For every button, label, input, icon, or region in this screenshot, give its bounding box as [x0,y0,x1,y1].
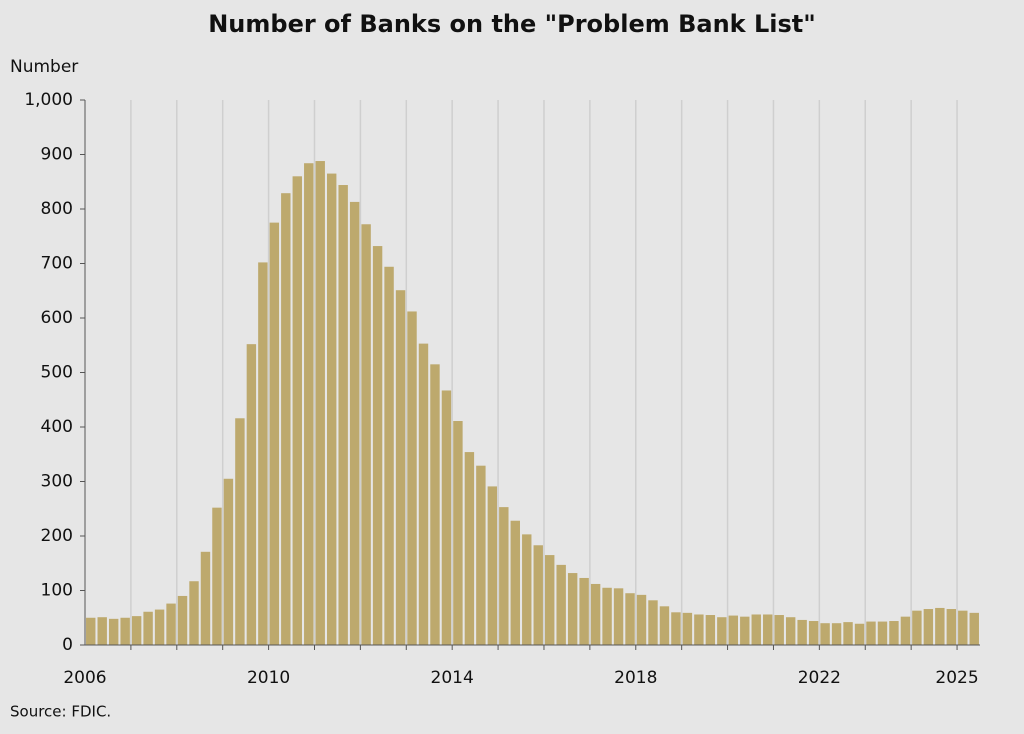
y-tick-label: 900 [41,145,73,165]
bar [728,615,739,645]
bar [785,617,796,645]
y-tick-label: 1,000 [24,90,73,110]
bar [464,452,475,645]
bar [154,609,165,645]
y-tick-label: 600 [41,308,73,328]
bar [889,621,899,645]
bar [923,609,934,645]
bar [946,609,957,645]
bar [361,224,371,645]
bar [751,614,761,645]
x-tick-label: 2006 [63,668,106,688]
bar [774,615,784,645]
bar [189,581,199,645]
bar [304,163,314,645]
bar [223,478,234,645]
source: Source: FDIC. [10,703,111,721]
y-tick-label: 200 [41,526,73,546]
bar [854,623,865,645]
bar [281,193,291,645]
bar [108,618,119,645]
bar [590,583,601,645]
bar [131,616,142,645]
bar [372,246,383,645]
x-tick-label: 2010 [247,668,290,688]
bar [143,611,153,645]
bar [694,614,704,645]
bar [384,266,394,645]
y-tick-label: 800 [41,199,73,219]
bar [235,418,245,645]
bar [97,617,107,645]
bar [407,311,417,645]
bar [510,520,520,645]
bar [740,616,750,645]
bar [258,262,268,645]
bar [797,619,807,645]
bar [453,421,463,645]
bar [212,507,222,645]
bar [533,545,543,645]
bar [441,390,452,645]
bar [200,551,211,645]
bar [476,465,486,645]
y-tick-label: 100 [41,581,73,601]
bar [326,173,337,645]
bar [958,610,968,645]
bar [900,616,911,645]
y-tick-label: 0 [62,635,73,655]
y-tick-label: 500 [41,363,73,383]
bar [717,617,727,645]
bar [648,600,658,645]
bar [166,603,176,645]
bar [86,617,96,645]
bar [969,612,979,645]
bar [177,595,188,645]
bar [418,343,429,645]
x-tick-label: 2018 [614,668,657,688]
bar [292,176,302,646]
chart-title: Number of Banks on the "Problem Bank Lis… [208,10,816,38]
bar [315,161,325,646]
bar [395,290,406,645]
bar [567,573,578,645]
bar [705,615,716,645]
bar [671,612,681,645]
bar [659,606,670,645]
bar [843,622,853,645]
bar [579,577,589,645]
bar [499,507,509,645]
bar [912,610,922,645]
bar [602,587,612,645]
bar [625,593,635,645]
bar [866,621,876,645]
bar [246,344,257,645]
x-tick-label: 2014 [431,668,474,688]
bar [349,201,360,646]
bar [430,364,440,645]
bar [935,607,945,645]
bar [808,621,819,645]
bar [820,623,830,645]
bar [120,617,130,645]
x-tick-label: 2025 [935,668,978,688]
bar [636,594,647,645]
y-tick-label: 300 [41,472,73,492]
bar [682,612,693,645]
y-tick-label: 400 [41,417,73,437]
bar [763,614,773,645]
bar [831,623,842,645]
bar [545,555,555,645]
bar [522,534,532,645]
y-axis-label: Number [10,57,78,77]
bar [487,486,498,645]
bar [556,564,566,645]
x-tick-label: 2022 [798,668,841,688]
bar [613,588,624,645]
bar [877,621,888,645]
bar [269,222,280,645]
y-tick-label: 700 [41,254,73,274]
bar [338,185,348,645]
